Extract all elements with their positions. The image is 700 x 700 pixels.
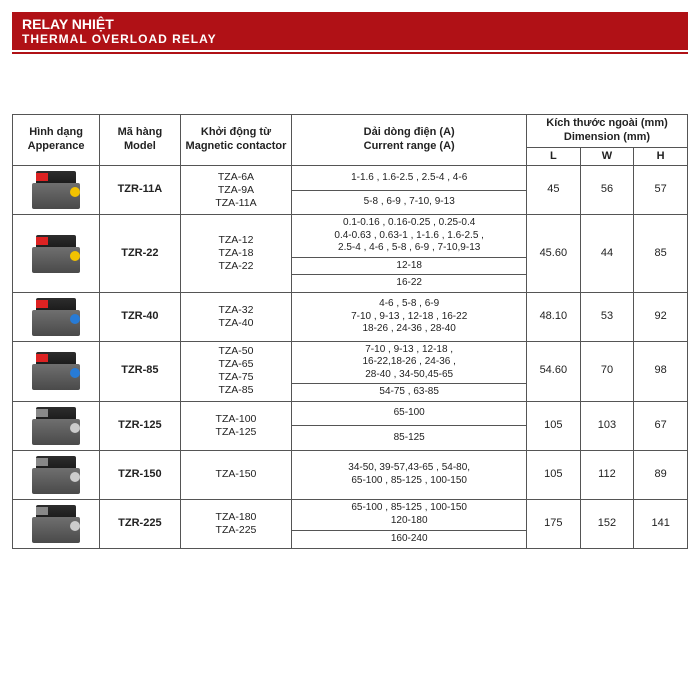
dim-W: 152 [580, 499, 634, 548]
range-cell: 5-8 , 6-9 , 7-10, 9-13 [292, 190, 527, 215]
range-cell: 7-10 , 9-13 , 12-18 ,16-22,18-26 , 24-36… [292, 341, 527, 384]
relay-icon [26, 169, 86, 211]
table-row: TZR-225TZA-180TZA-22565-100 , 85-125 , 1… [13, 499, 688, 530]
table-row: TZR-85TZA-50TZA-65TZA-75TZA-857-10 , 9-1… [13, 341, 688, 384]
relay-icon [26, 296, 86, 338]
dim-L: 48.10 [527, 292, 581, 341]
relay-table: Hình dạngApperance Mã hàngModel Khởi độn… [12, 114, 688, 549]
appearance-cell [13, 166, 100, 215]
appearance-cell [13, 215, 100, 293]
contactor-cell: TZA-32TZA-40 [180, 292, 292, 341]
th-L: L [527, 147, 581, 166]
relay-icon [26, 454, 86, 496]
dim-L: 45.60 [527, 215, 581, 293]
contactor-cell: TZA-6ATZA-9ATZA-11A [180, 166, 292, 215]
dim-W: 56 [580, 166, 634, 215]
table-row: TZR-150TZA-15034-50, 39-57,43-65 , 54-80… [13, 450, 688, 499]
dim-H: 57 [634, 166, 688, 215]
appearance-cell [13, 341, 100, 401]
range-cell: 34-50, 39-57,43-65 , 54-80,65-100 , 85-1… [292, 450, 527, 499]
relay-icon [26, 405, 86, 447]
th-appearance: Hình dạngApperance [13, 115, 100, 166]
model-cell: TZR-40 [100, 292, 180, 341]
range-cell: 85-125 [292, 426, 527, 451]
table-row: TZR-11ATZA-6ATZA-9ATZA-11A1-1.6 , 1.6-2.… [13, 166, 688, 191]
dim-L: 54.60 [527, 341, 581, 401]
dim-W: 103 [580, 401, 634, 450]
dim-H: 89 [634, 450, 688, 499]
table-row: TZR-40TZA-32TZA-404-6 , 5-8 , 6-97-10 , … [13, 292, 688, 341]
dim-W: 53 [580, 292, 634, 341]
th-range: Dải dòng điện (A)Current range (A) [292, 115, 527, 166]
dim-H: 98 [634, 341, 688, 401]
model-cell: TZR-150 [100, 450, 180, 499]
th-dimension: Kích thước ngoài (mm)Dimension (mm) [527, 115, 688, 148]
range-cell: 4-6 , 5-8 , 6-97-10 , 9-13 , 12-18 , 16-… [292, 292, 527, 341]
relay-icon [26, 233, 86, 275]
dim-L: 175 [527, 499, 581, 548]
range-cell: 16-22 [292, 275, 527, 293]
range-cell: 1-1.6 , 1.6-2.5 , 2.5-4 , 4-6 [292, 166, 527, 191]
dim-W: 44 [580, 215, 634, 293]
dim-H: 85 [634, 215, 688, 293]
appearance-cell [13, 499, 100, 548]
contactor-cell: TZA-150 [180, 450, 292, 499]
th-model: Mã hàngModel [100, 115, 180, 166]
range-cell: 65-100 , 85-125 , 100-150120-180 [292, 499, 527, 530]
model-cell: TZR-11A [100, 166, 180, 215]
model-cell: TZR-85 [100, 341, 180, 401]
title-vi: RELAY NHIỆT [22, 16, 678, 32]
range-cell: 0.1-0.16 , 0.16-0.25 , 0.25-0.40.4-0.63 … [292, 215, 527, 258]
dim-W: 112 [580, 450, 634, 499]
relay-icon [26, 503, 86, 545]
header-underline [12, 52, 688, 54]
table-row: TZR-22TZA-12TZA-18TZA-220.1-0.16 , 0.16-… [13, 215, 688, 258]
dim-L: 105 [527, 450, 581, 499]
th-H: H [634, 147, 688, 166]
relay-icon [26, 350, 86, 392]
contactor-cell: TZA-180TZA-225 [180, 499, 292, 548]
th-W: W [580, 147, 634, 166]
range-cell: 65-100 [292, 401, 527, 426]
range-cell: 12-18 [292, 257, 527, 275]
appearance-cell [13, 401, 100, 450]
dim-W: 70 [580, 341, 634, 401]
model-cell: TZR-225 [100, 499, 180, 548]
contactor-cell: TZA-12TZA-18TZA-22 [180, 215, 292, 293]
dim-L: 105 [527, 401, 581, 450]
table-row: TZR-125TZA-100TZA-12565-10010510367 [13, 401, 688, 426]
contactor-cell: TZA-50TZA-65TZA-75TZA-85 [180, 341, 292, 401]
title-en: THERMAL OVERLOAD RELAY [22, 32, 678, 46]
range-cell: 54-75 , 63-85 [292, 384, 527, 402]
model-cell: TZR-22 [100, 215, 180, 293]
contactor-cell: TZA-100TZA-125 [180, 401, 292, 450]
dim-H: 67 [634, 401, 688, 450]
model-cell: TZR-125 [100, 401, 180, 450]
dim-H: 141 [634, 499, 688, 548]
appearance-cell [13, 292, 100, 341]
dim-L: 45 [527, 166, 581, 215]
dim-H: 92 [634, 292, 688, 341]
appearance-cell [13, 450, 100, 499]
page-header: RELAY NHIỆT THERMAL OVERLOAD RELAY [12, 12, 688, 50]
th-magnetic: Khởi động từMagnetic contactor [180, 115, 292, 166]
range-cell: 160-240 [292, 530, 527, 548]
